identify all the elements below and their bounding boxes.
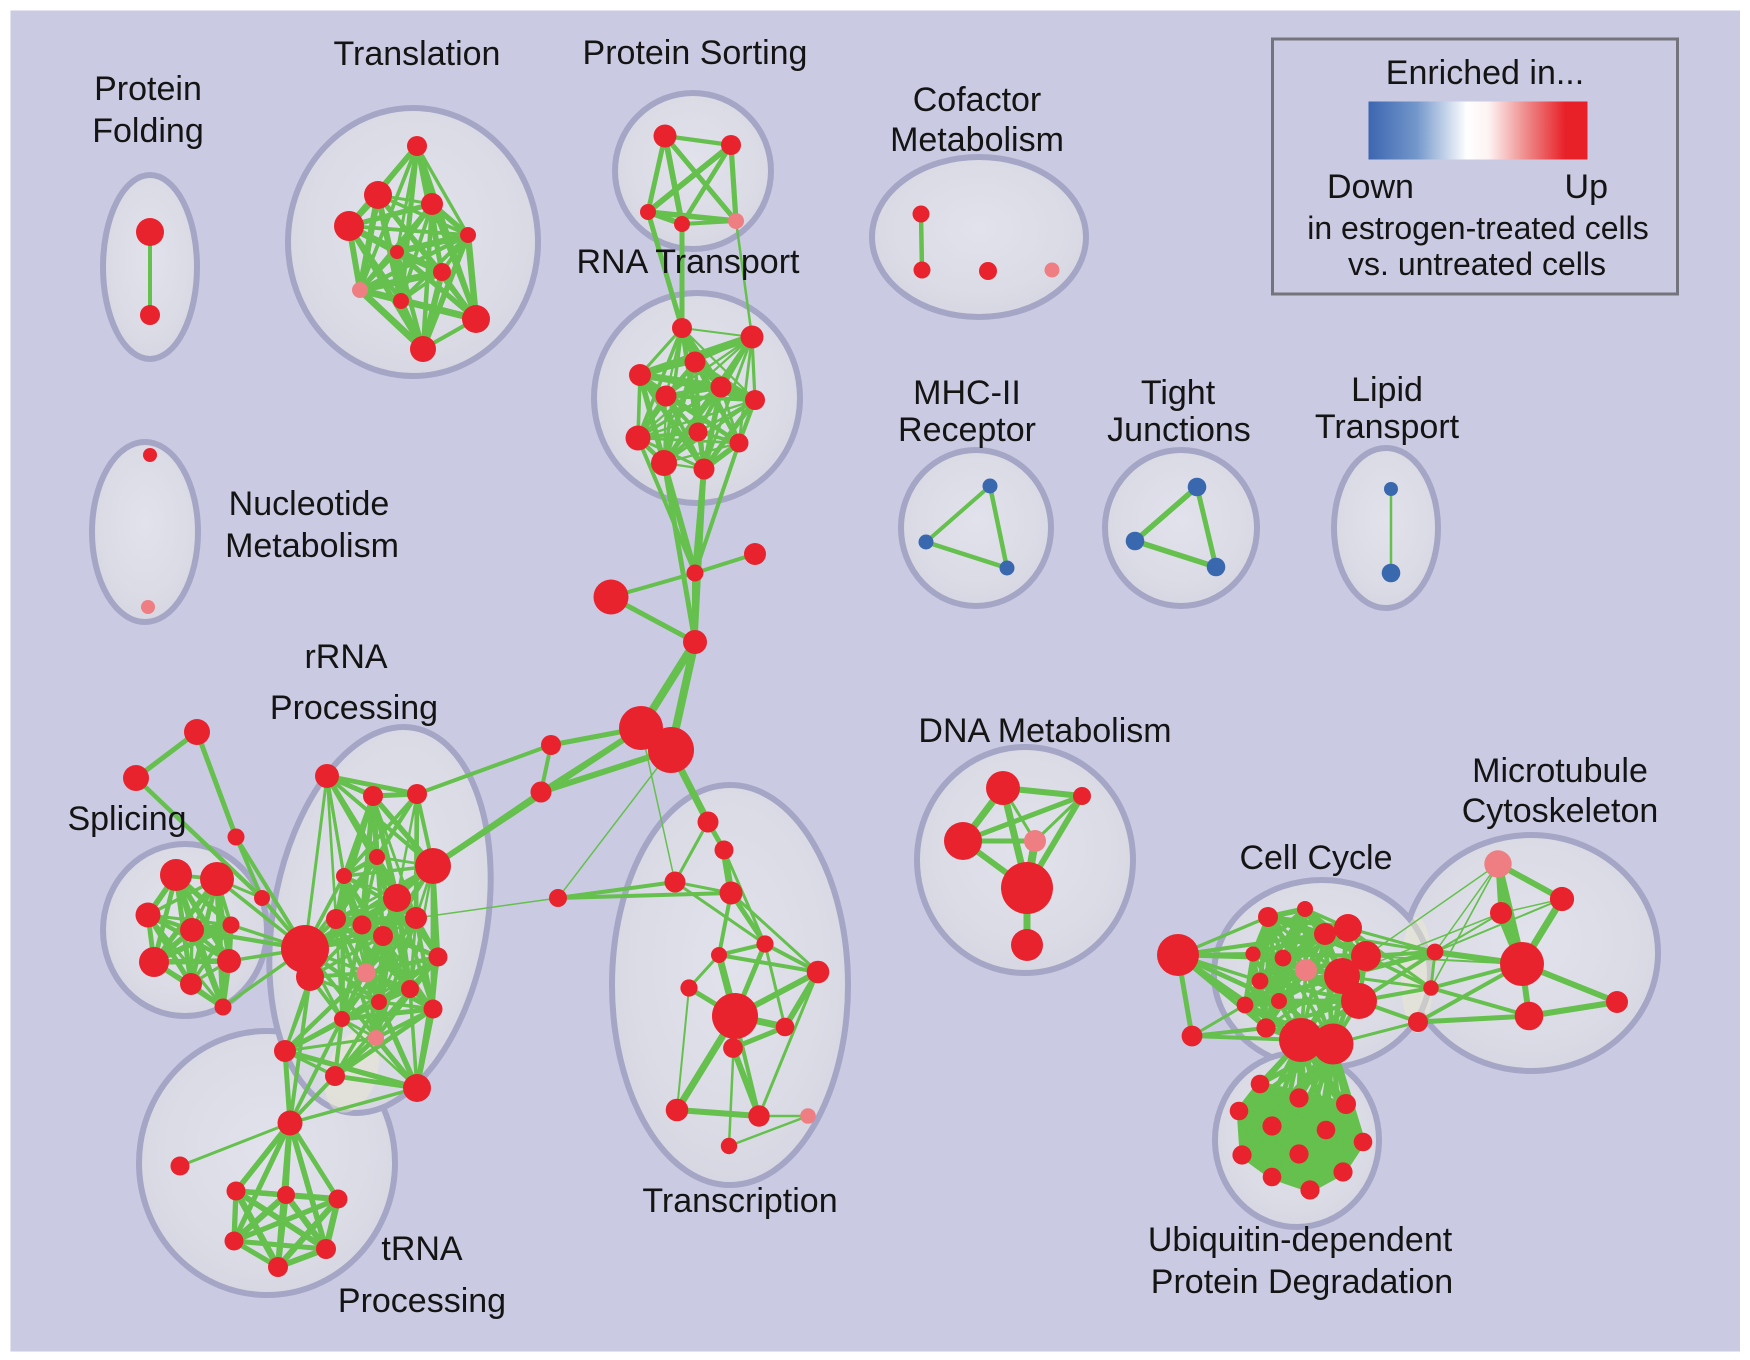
svg-text:Folding: Folding xyxy=(92,112,204,150)
svg-text:Protein: Protein xyxy=(94,70,202,108)
svg-text:Metabolism: Metabolism xyxy=(890,121,1064,159)
svg-text:Metabolism: Metabolism xyxy=(225,527,399,565)
svg-text:tRNA: tRNA xyxy=(381,1230,463,1268)
svg-text:in estrogen-treated cells: in estrogen-treated cells xyxy=(1307,210,1649,246)
svg-text:Translation: Translation xyxy=(334,35,501,73)
svg-text:rRNA: rRNA xyxy=(304,638,387,676)
svg-text:Cell Cycle: Cell Cycle xyxy=(1239,839,1392,877)
svg-text:Transport: Transport xyxy=(1315,408,1460,446)
svg-text:Protein Degradation: Protein Degradation xyxy=(1151,1263,1453,1301)
svg-text:Junctions: Junctions xyxy=(1107,411,1251,449)
svg-text:DNA Metabolism: DNA Metabolism xyxy=(918,712,1171,750)
svg-text:Enriched in...: Enriched in... xyxy=(1386,54,1584,92)
svg-text:Cofactor: Cofactor xyxy=(913,81,1042,119)
svg-text:Nucleotide: Nucleotide xyxy=(229,485,390,523)
svg-text:Tight: Tight xyxy=(1141,374,1216,412)
svg-text:RNA Transport: RNA Transport xyxy=(577,243,801,281)
svg-text:Ubiquitin-dependent: Ubiquitin-dependent xyxy=(1148,1221,1453,1259)
svg-text:Cytoskeleton: Cytoskeleton xyxy=(1462,792,1659,830)
svg-text:vs. untreated cells: vs. untreated cells xyxy=(1348,246,1606,282)
svg-text:MHC-II: MHC-II xyxy=(913,374,1021,412)
svg-text:Lipid: Lipid xyxy=(1351,371,1423,409)
svg-text:Down: Down xyxy=(1327,168,1414,206)
svg-text:Microtubule: Microtubule xyxy=(1472,752,1648,790)
svg-text:Processing: Processing xyxy=(270,689,438,727)
svg-text:Processing: Processing xyxy=(338,1282,506,1320)
svg-text:Receptor: Receptor xyxy=(898,411,1036,449)
svg-text:Protein Sorting: Protein Sorting xyxy=(583,34,808,72)
svg-text:Splicing: Splicing xyxy=(67,800,186,838)
svg-text:Up: Up xyxy=(1565,168,1608,206)
svg-text:Transcription: Transcription xyxy=(642,1182,837,1220)
